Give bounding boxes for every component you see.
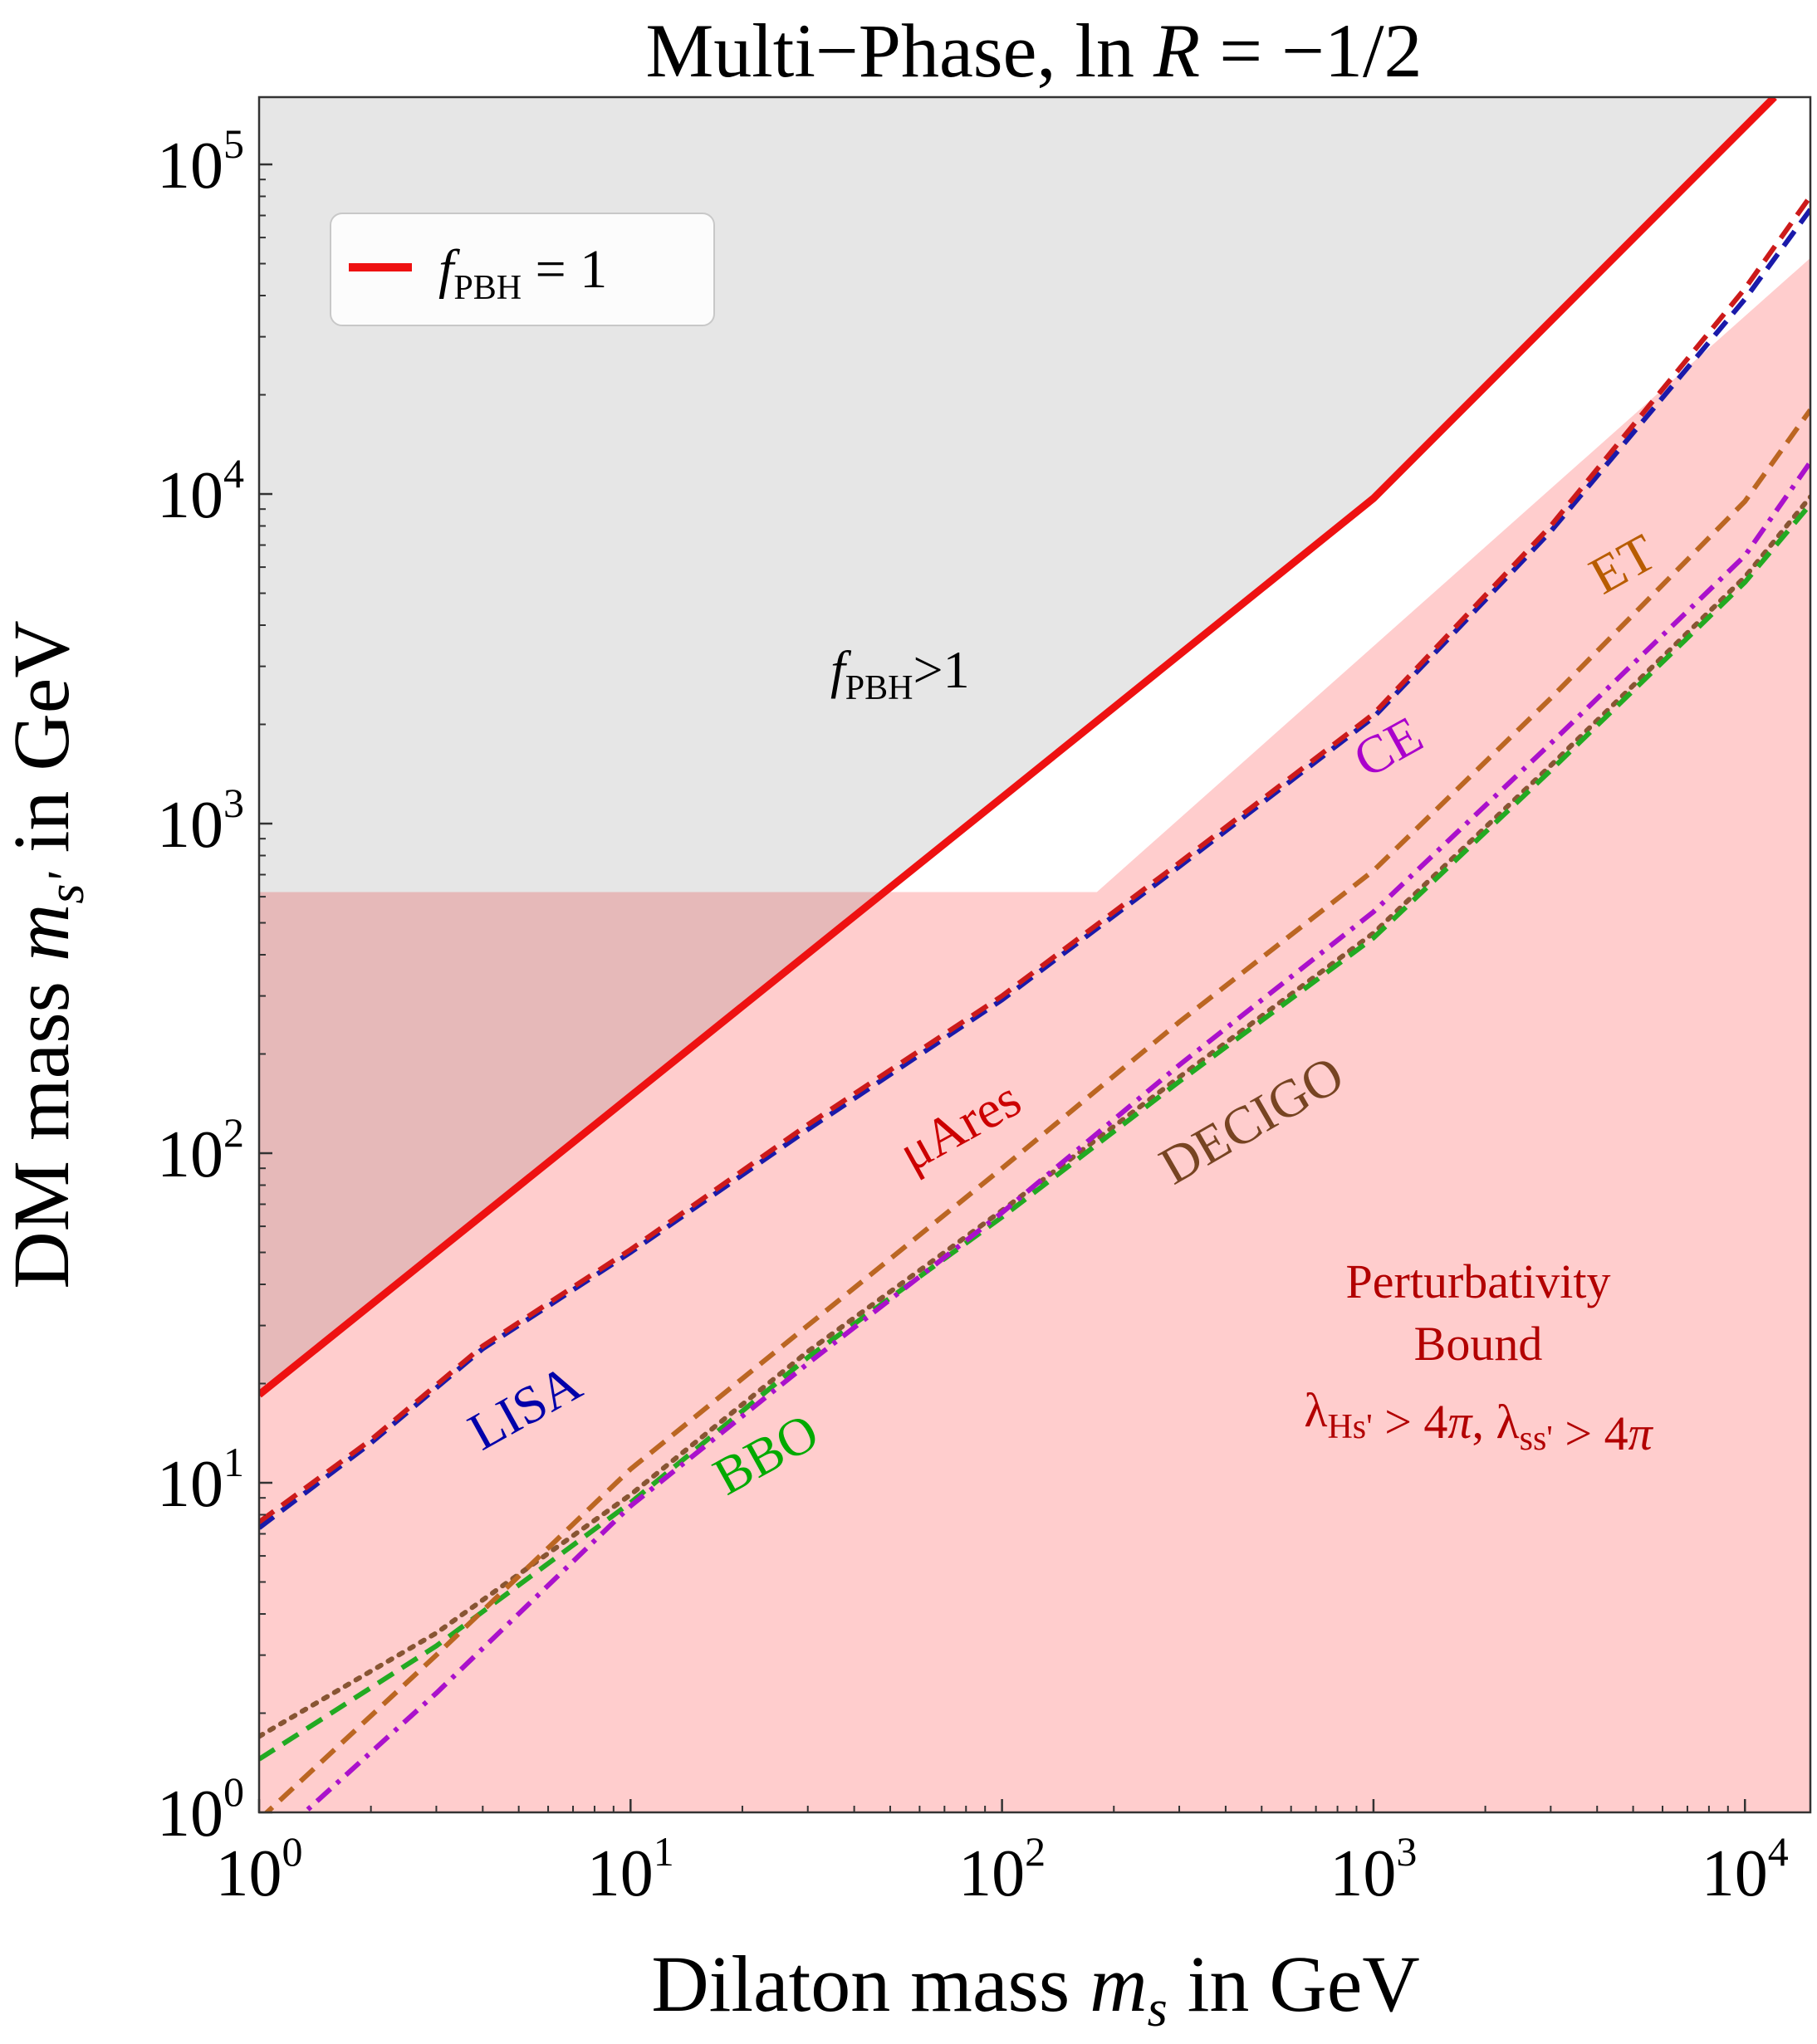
ylabel-sub: s' [38,872,95,904]
y-tick-exp: 4 [223,450,244,496]
formula-part: > 4 [1373,1395,1448,1449]
y-tick-base: 10 [157,1448,223,1521]
x-tick-base: 10 [958,1837,1025,1910]
y-tick-base: 10 [157,1777,223,1851]
x-tick-base: 10 [216,1837,282,1910]
plot-area [259,97,1810,1812]
y-tick-exp: 3 [223,780,244,826]
y-tick-label: 102 [157,1109,244,1191]
x-tick-base: 10 [1702,1837,1768,1910]
y-tick-exp: 5 [223,120,244,167]
y-axis-label: DM mass ms' in GeV [0,620,95,1289]
series-line-bbo [259,502,1810,1762]
x-tick-exp: 3 [1396,1828,1417,1875]
formula-part: > 4 [1553,1406,1628,1460]
chart-title: Multi−Phase, ln R = −1/2 [645,8,1422,93]
perturbativity-line-2: Bound [1414,1317,1543,1371]
fpbh-excluded-label: fPBH>1 [830,640,970,707]
formula-sub: Hs' [1327,1408,1372,1446]
series-line-ce [301,460,1810,1812]
formula-part: π [1447,1395,1473,1449]
y-tick-exp: 0 [223,1768,244,1815]
y-tick-label: 101 [157,1439,244,1521]
title-var: R [1153,8,1200,93]
y-tick-base: 10 [157,130,223,203]
x-tick-label: 101 [587,1828,674,1910]
xlabel-sub: s [1148,1981,1168,2037]
y-tick-base: 10 [157,1118,223,1191]
ylabel-var: m [0,904,86,961]
x-tick-base: 10 [587,1837,654,1910]
legend-box [330,213,715,326]
xlabel-post: in GeV [1168,1939,1420,2028]
x-tick-label: 103 [1330,1828,1417,1910]
perturbativity-label: Perturbativity Bound λHs' > 4π, λss' > 4… [1304,1254,1653,1460]
x-tick-exp: 2 [1025,1828,1046,1875]
title-pre: Multi−Phase, ln [645,8,1153,93]
x-tick-label: 104 [1702,1828,1789,1910]
legend-sub: PBH [453,269,522,307]
series-line-et [263,408,1810,1812]
y-tick-label: 104 [157,450,244,532]
perturbativity-line-1: Perturbativity [1346,1254,1611,1308]
formula-sub: ss' [1520,1420,1553,1458]
fpbh-region-sub: PBH [845,669,913,707]
ylabel-post: in GeV [0,620,86,873]
series-lines [259,97,1810,1812]
title-post: = −1/2 [1200,8,1422,93]
x-tick-label: 102 [958,1828,1046,1910]
formula-part: π [1628,1406,1654,1460]
series-line-ares [259,194,1810,1524]
region-perturbativity-bound [259,257,1810,1812]
xlabel-var: m [1090,1939,1147,2028]
formula-part: λ [1304,1383,1327,1437]
fpbh-region-post: >1 [913,640,969,699]
legend-post: = 1 [522,239,607,300]
x-tick-exp: 1 [654,1828,674,1875]
x-axis-label: Dilaton mass ms in GeV [651,1939,1419,2037]
xlabel-pre: Dilaton mass [651,1939,1090,2028]
y-tick-label: 100 [157,1768,244,1851]
y-tick-exp: 1 [223,1439,244,1485]
y-tick-base: 10 [157,789,223,862]
y-tick-label: 103 [157,780,244,862]
y-tick-label: 105 [157,120,244,203]
x-tick-base: 10 [1330,1837,1396,1910]
y-tick-base: 10 [157,459,223,532]
y-tick-exp: 2 [223,1109,244,1156]
legend-label-fpbh: fPBH = 1 [438,239,607,307]
series-line-fpbh-1 [259,97,1777,1398]
shaded-regions [259,97,1810,1812]
x-tick-exp: 0 [282,1828,303,1875]
ylabel-pre: DM mass [0,961,86,1289]
legend: fPBH = 1 [330,213,715,326]
formula-part: , λ [1472,1395,1519,1449]
x-tick-exp: 4 [1768,1828,1789,1875]
x-tick-label: 100 [216,1828,303,1910]
perturbativity-formula: λHs' > 4π, λss' > 4π [1304,1383,1653,1460]
